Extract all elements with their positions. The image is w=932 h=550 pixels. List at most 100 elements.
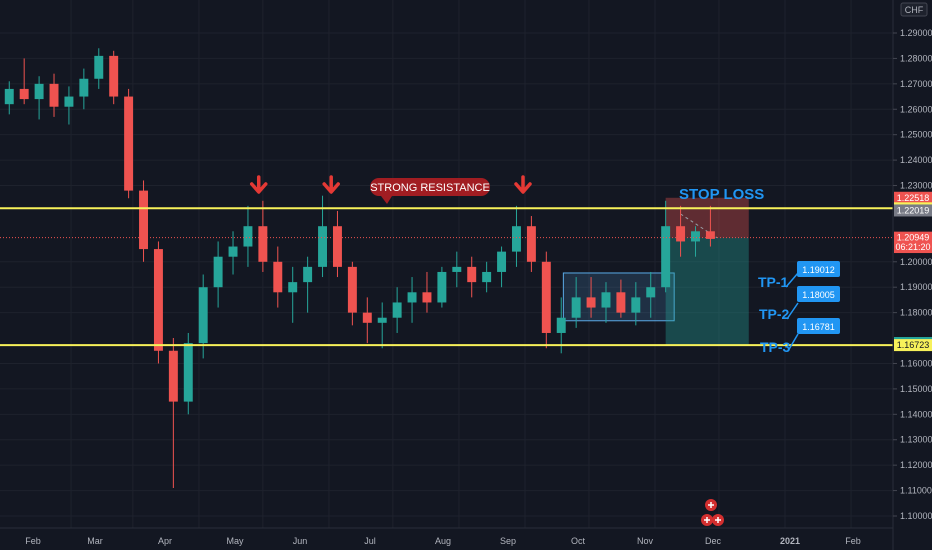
- currency-label: CHF: [905, 5, 924, 15]
- time-axis[interactable]: Feb Mar Apr May Jun Jul Aug Sep Oct Nov Dec 2021 Feb: [25, 536, 861, 546]
- candle-body: [34, 83, 44, 100]
- x-tick-label: Apr: [158, 536, 172, 546]
- tp3-value: 1.16781: [802, 322, 835, 332]
- candle-body: [512, 226, 521, 252]
- candle-body: [258, 226, 268, 262]
- price-label-badge: [894, 231, 932, 244]
- x-tick-label: Jul: [364, 536, 376, 546]
- candle-body: [109, 55, 119, 97]
- candle-body: [139, 190, 148, 250]
- tp1-label: TP-1: [758, 274, 789, 290]
- y-tick-label: 1.27000: [900, 79, 932, 89]
- tp3-label: TP-3: [760, 339, 791, 355]
- candle-body: [377, 317, 387, 323]
- tp1-connector: [785, 272, 799, 288]
- x-tick-label: Jun: [293, 536, 308, 546]
- currency-button[interactable]: CHF: [900, 2, 928, 17]
- y-tick-label: 1.15000: [900, 384, 932, 394]
- price-label-text: 06:21:20: [895, 242, 930, 252]
- candle-body: [303, 266, 313, 283]
- candle-body: [676, 226, 686, 242]
- x-tick-label: Feb: [25, 536, 41, 546]
- candle-body: [318, 226, 328, 267]
- candle-body: [213, 256, 223, 288]
- x-tick-label: Oct: [571, 536, 586, 546]
- callout-pointer: [381, 196, 392, 204]
- horizontal-lines: [0, 207, 893, 347]
- overlays: [562, 197, 749, 346]
- down-arrow-icon: [249, 175, 268, 194]
- candle-body: [586, 297, 596, 308]
- price-axis[interactable]: 1.29000 1.28000 1.27000 1.26000 1.25000 1.240…: [893, 28, 932, 521]
- candle-body: [467, 266, 477, 283]
- candles: [4, 48, 715, 489]
- tp3-badge: [797, 318, 840, 334]
- price-label-text: 1.20949: [897, 233, 930, 243]
- y-tick-label: 1.20000: [900, 257, 932, 267]
- price-labels: 1.225181.221041.220191.2094906:21:201.16…: [894, 191, 932, 352]
- tp1-value: 1.19012: [802, 265, 835, 275]
- candle-body: [556, 317, 566, 333]
- price-label-text: 1.16723: [897, 340, 930, 350]
- x-tick-label: Aug: [435, 536, 451, 546]
- candle-body: [183, 343, 193, 402]
- price-label-text: 1.22019: [897, 205, 930, 215]
- candle-body: [273, 261, 283, 293]
- y-tick-label: 1.26000: [900, 104, 932, 114]
- strong-resistance-callout: [370, 178, 490, 196]
- y-tick-label: 1.14000: [900, 409, 932, 419]
- price-label-badge: [894, 204, 932, 217]
- x-tick-label: Nov: [637, 536, 654, 546]
- candle-body: [288, 282, 298, 293]
- candle-body: [437, 271, 447, 303]
- down-arrow-icon: [322, 175, 340, 194]
- x-tick-label: May: [226, 536, 244, 546]
- candle-body: [571, 297, 581, 318]
- candle-body: [362, 312, 372, 323]
- price-label-text: 1.22518: [897, 193, 930, 203]
- candle-body: [526, 226, 536, 262]
- grid: [0, 0, 893, 528]
- candle-body: [94, 55, 104, 79]
- strong-resistance-label: STRONG RESISTANCE: [370, 182, 490, 194]
- candle-body: [153, 249, 163, 351]
- candle-body: [482, 271, 492, 283]
- target-zone: [665, 237, 749, 346]
- y-tick-label: 1.18000: [900, 308, 932, 318]
- y-tick-label: 1.24000: [900, 155, 932, 165]
- annotations: STRONG RESISTANCE STOP LOSS TP-1 1.19012…: [249, 175, 840, 526]
- tp2-badge: [797, 286, 840, 302]
- y-tick-label: 1.25000: [900, 130, 932, 140]
- price-label-badge: [894, 241, 932, 254]
- x-tick-label: Feb: [845, 536, 861, 546]
- candle-body: [601, 292, 611, 308]
- tp3-connector: [787, 333, 799, 352]
- candle-body: [392, 302, 402, 318]
- candle-body: [422, 292, 432, 303]
- candle-body: [452, 266, 462, 272]
- price-label-badge: [894, 191, 932, 204]
- y-tick-label: 1.16000: [900, 358, 932, 368]
- candle-body: [49, 83, 59, 107]
- candle-body: [168, 350, 178, 402]
- y-tick-label: 1.10000: [900, 511, 932, 521]
- event-cross-icon: [708, 502, 714, 508]
- candle-body: [19, 88, 29, 100]
- event-icons[interactable]: [701, 499, 724, 526]
- candle-body: [541, 261, 551, 333]
- y-tick-label: 1.28000: [900, 53, 932, 63]
- y-tick-label: 1.12000: [900, 460, 932, 470]
- price-label-badge: [894, 339, 932, 352]
- candle-body: [705, 231, 715, 239]
- candle-body: [347, 266, 357, 313]
- candle-body: [497, 251, 507, 272]
- x-tick-label: Sep: [500, 536, 516, 546]
- currency-button-frame[interactable]: [900, 2, 928, 17]
- y-tick-label: 1.13000: [900, 435, 932, 445]
- down-arrow-icon: [514, 175, 532, 194]
- candle-body: [332, 226, 342, 267]
- x-tick-label: Dec: [705, 536, 722, 546]
